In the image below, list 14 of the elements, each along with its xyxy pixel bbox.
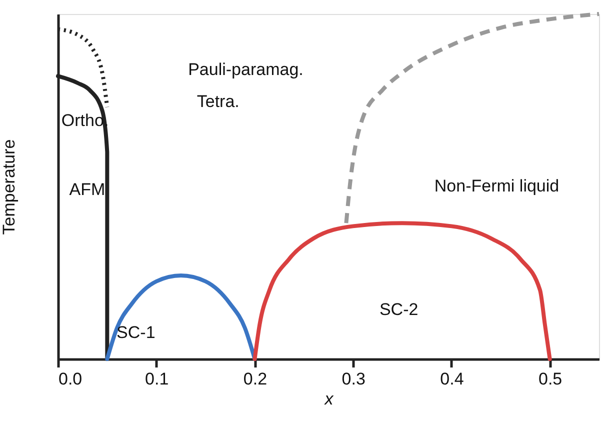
annotation: SC-2 (379, 300, 418, 320)
x-tick-label: 0.3 (342, 370, 366, 388)
x-tick-label: 0.0 (58, 370, 82, 388)
x-tick-label: 0.1 (145, 370, 169, 388)
x-tick-label: 0.2 (243, 370, 268, 388)
x-tick-label: 0.5 (538, 370, 562, 388)
annotation: Pauli-paramag. (188, 60, 304, 79)
annotation: Non-Fermi liquid (434, 176, 560, 196)
y-axis-title: Temperature (0, 139, 18, 235)
x-axis-title: x (324, 390, 334, 408)
annotation: SC-1 (116, 323, 156, 342)
annotation: Tetra. (196, 92, 240, 111)
x-tick-label: 0.4 (440, 370, 464, 388)
annotation: AFM (69, 180, 106, 199)
